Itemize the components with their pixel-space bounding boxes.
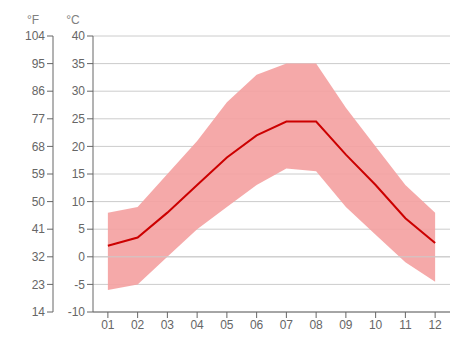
svg-text:07: 07 [280,318,294,332]
svg-text:06: 06 [250,318,264,332]
svg-text:-10: -10 [68,305,86,319]
svg-text:32: 32 [32,250,46,264]
svg-text:25: 25 [72,112,86,126]
svg-text:-5: -5 [74,278,85,292]
svg-text:104: 104 [25,29,45,43]
svg-text:30: 30 [72,84,86,98]
svg-text:0: 0 [78,250,85,264]
svg-text:05: 05 [220,318,234,332]
svg-text:50: 50 [32,195,46,209]
svg-text:10: 10 [369,318,383,332]
svg-text:35: 35 [72,57,86,71]
svg-text:02: 02 [131,318,145,332]
svg-text:59: 59 [32,167,46,181]
svg-text:41: 41 [32,222,46,236]
svg-text:10: 10 [72,195,86,209]
svg-text:11: 11 [399,318,412,332]
svg-text:04: 04 [190,318,204,332]
svg-text:86: 86 [32,84,46,98]
svg-text:01: 01 [101,318,115,332]
svg-text:12: 12 [428,318,442,332]
svg-text:°C: °C [66,13,80,27]
svg-text:77: 77 [32,112,46,126]
svg-text:5: 5 [78,222,85,236]
svg-text:08: 08 [309,318,323,332]
svg-text:03: 03 [161,318,175,332]
svg-text:23: 23 [32,278,46,292]
svg-text:95: 95 [32,57,46,71]
svg-text:°F: °F [27,13,39,27]
svg-text:14: 14 [32,305,46,319]
svg-text:40: 40 [72,29,86,43]
svg-text:68: 68 [32,140,46,154]
svg-text:09: 09 [339,318,353,332]
svg-text:15: 15 [72,167,86,181]
svg-text:20: 20 [72,140,86,154]
